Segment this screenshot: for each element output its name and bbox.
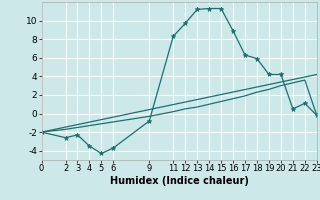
X-axis label: Humidex (Indice chaleur): Humidex (Indice chaleur) bbox=[110, 176, 249, 186]
